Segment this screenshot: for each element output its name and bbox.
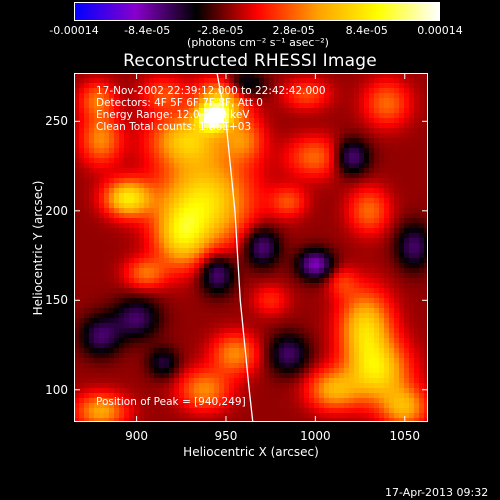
colorbar-tick-label: 8.4e-05 xyxy=(345,24,388,37)
solar-limb-curve xyxy=(216,73,254,422)
y-tick-label: 100 xyxy=(45,382,68,397)
colorbar-tick-label: -0.00014 xyxy=(49,24,99,37)
colorbar-tick-label: -8.4e-05 xyxy=(124,24,171,37)
footer-date: 17-Apr-2013 09:32 xyxy=(385,486,489,499)
annotation-time-range: 17-Nov-2002 22:39:12.000 to 22:42:42.000 xyxy=(96,85,326,97)
colorbar-tick-label: 2.8e-05 xyxy=(272,24,315,37)
y-tick-label: 150 xyxy=(45,293,68,308)
y-tick-label: 250 xyxy=(45,114,68,129)
x-tick-label: 1000 xyxy=(300,429,331,443)
colorbar-units: (photons cm⁻² s⁻¹ asec⁻²) xyxy=(187,36,329,49)
annotation-peak: Position of Peak = [940,249] xyxy=(96,396,246,408)
colorbar-tick-label: -2.8e-05 xyxy=(197,24,244,37)
colorbar-tick-label: 0.00014 xyxy=(417,24,463,37)
x-tick-label: 950 xyxy=(214,429,238,443)
annotation-energy: Energy Range: 12.0-25.0 keV xyxy=(96,109,250,121)
x-tick-label: 900 xyxy=(125,429,149,443)
plot-area: 17-Nov-2002 22:39:12.000 to 22:42:42.000… xyxy=(74,73,428,422)
heatmap-cells xyxy=(74,73,428,422)
y-tick-label: 200 xyxy=(45,203,68,218)
colorbar xyxy=(74,2,440,21)
heatmap-svg xyxy=(74,73,428,422)
plot-frame xyxy=(74,73,428,422)
plot-title: Reconstructed RHESSI Image xyxy=(123,51,377,71)
y-axis-label: Heliocentric Y (arcsec) xyxy=(31,180,45,316)
x-tick-label: 1050 xyxy=(389,429,421,443)
annotation-detectors: Detectors: 4F 5F 6F 7F 8F, Att 0 xyxy=(96,97,263,109)
annotation-clean: Clean Total counts: 1.86E+03 xyxy=(96,121,252,133)
x-axis-label: Heliocentric X (arcsec) xyxy=(183,445,319,459)
